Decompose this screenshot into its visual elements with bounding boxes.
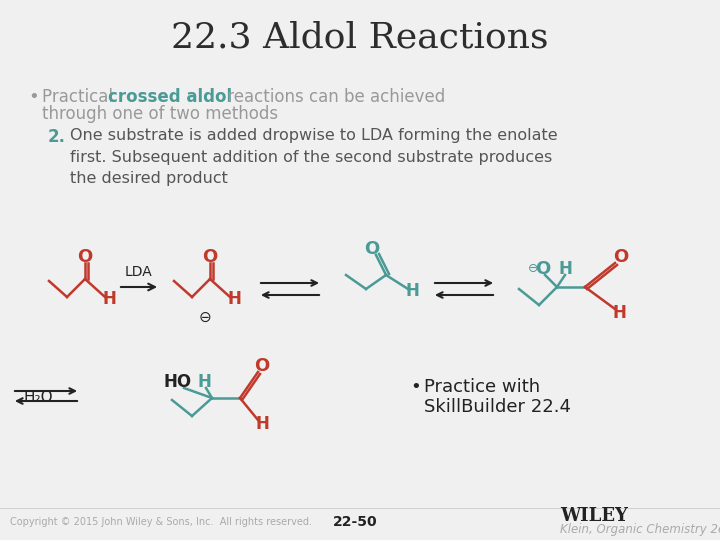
Text: O: O: [254, 357, 269, 375]
Text: LDA: LDA: [125, 265, 153, 279]
Text: 22.3 Aldol Reactions: 22.3 Aldol Reactions: [171, 21, 549, 55]
Text: H₂O: H₂O: [23, 389, 53, 404]
Text: Klein, Organic Chemistry 2e: Klein, Organic Chemistry 2e: [560, 523, 720, 537]
Text: Practical: Practical: [42, 88, 118, 106]
Text: WILEY: WILEY: [560, 507, 628, 525]
Text: H: H: [255, 415, 269, 433]
Text: •: •: [410, 378, 420, 396]
Text: H: H: [197, 373, 211, 391]
Text: H: H: [227, 290, 241, 308]
Text: H: H: [612, 304, 626, 322]
Text: O: O: [77, 248, 93, 266]
Text: O: O: [364, 240, 379, 258]
Text: 2.: 2.: [48, 128, 66, 146]
Text: O: O: [613, 248, 629, 266]
Text: Practice with: Practice with: [424, 378, 540, 396]
Text: HO: HO: [164, 373, 192, 391]
Text: ⊖: ⊖: [199, 309, 212, 325]
Text: H: H: [558, 260, 572, 278]
Text: O: O: [202, 248, 217, 266]
Text: •: •: [28, 88, 39, 106]
Text: crossed aldol: crossed aldol: [108, 88, 232, 106]
Text: ⊖: ⊖: [528, 262, 539, 275]
Text: through one of two methods: through one of two methods: [42, 105, 278, 123]
Text: H: H: [102, 290, 116, 308]
Text: O: O: [536, 260, 551, 278]
Text: 22-50: 22-50: [333, 515, 377, 529]
Text: reactions can be achieved: reactions can be achieved: [222, 88, 445, 106]
Text: H: H: [405, 282, 419, 300]
Text: One substrate is added dropwise to LDA forming the enolate
first. Subsequent add: One substrate is added dropwise to LDA f…: [70, 128, 557, 186]
Text: Copyright © 2015 John Wiley & Sons, Inc.  All rights reserved.: Copyright © 2015 John Wiley & Sons, Inc.…: [10, 517, 312, 527]
Text: SkillBuilder 22.4: SkillBuilder 22.4: [424, 398, 571, 416]
